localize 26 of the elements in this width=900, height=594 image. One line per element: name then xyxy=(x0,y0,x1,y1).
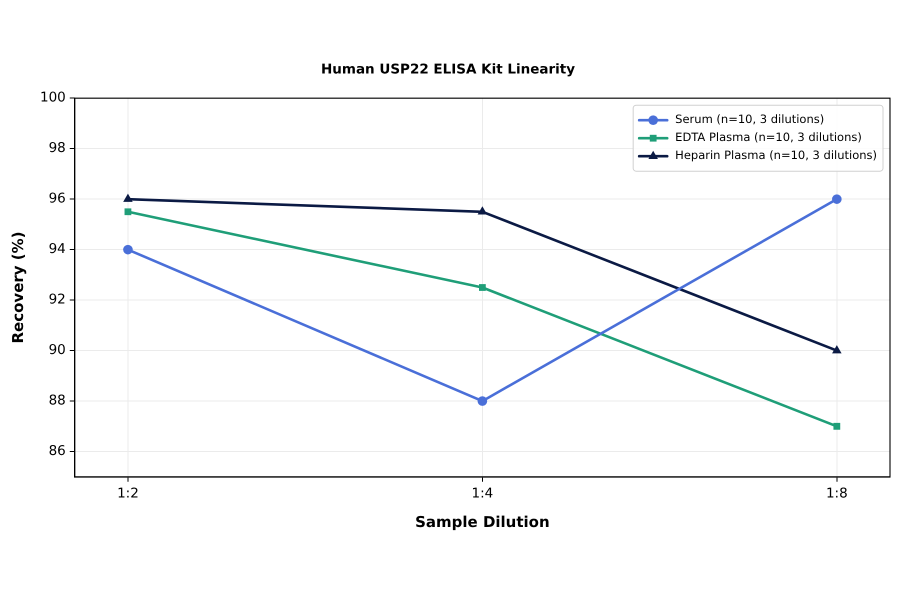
y-tick-label: 100 xyxy=(40,90,66,106)
point xyxy=(832,194,842,204)
x-tick-label: 1:8 xyxy=(826,485,848,502)
point xyxy=(833,422,840,430)
x-axis-title: Sample Dilution xyxy=(415,512,550,531)
y-tick-label: 90 xyxy=(48,342,66,358)
point xyxy=(478,284,486,291)
y-tick-label: 94 xyxy=(48,241,66,258)
legend-label: Heparin Plasma (n=10, 3 dilutions) xyxy=(675,148,878,162)
y-tick-label: 98 xyxy=(48,140,66,156)
point xyxy=(123,194,133,202)
point xyxy=(478,396,488,406)
y-tick-label: 96 xyxy=(48,190,66,207)
point xyxy=(123,244,133,254)
y-tick-label: 86 xyxy=(48,443,66,460)
y-axis-title: Recovery (%) xyxy=(8,231,27,344)
legend-label: Serum (n=10, 3 dilutions) xyxy=(675,112,824,126)
x-tick-label: 1:2 xyxy=(117,485,139,502)
point xyxy=(832,345,842,354)
y-tick-label: 88 xyxy=(48,392,66,409)
point xyxy=(478,206,488,215)
legend-label: EDTA Plasma (n=10, 3 dilutions) xyxy=(675,130,862,144)
point xyxy=(124,208,132,216)
y-tick-label: 92 xyxy=(48,292,66,308)
chart-title: Human USP22 ELISA Kit Linearity xyxy=(320,62,576,78)
x-tick-label: 1:4 xyxy=(472,485,494,502)
